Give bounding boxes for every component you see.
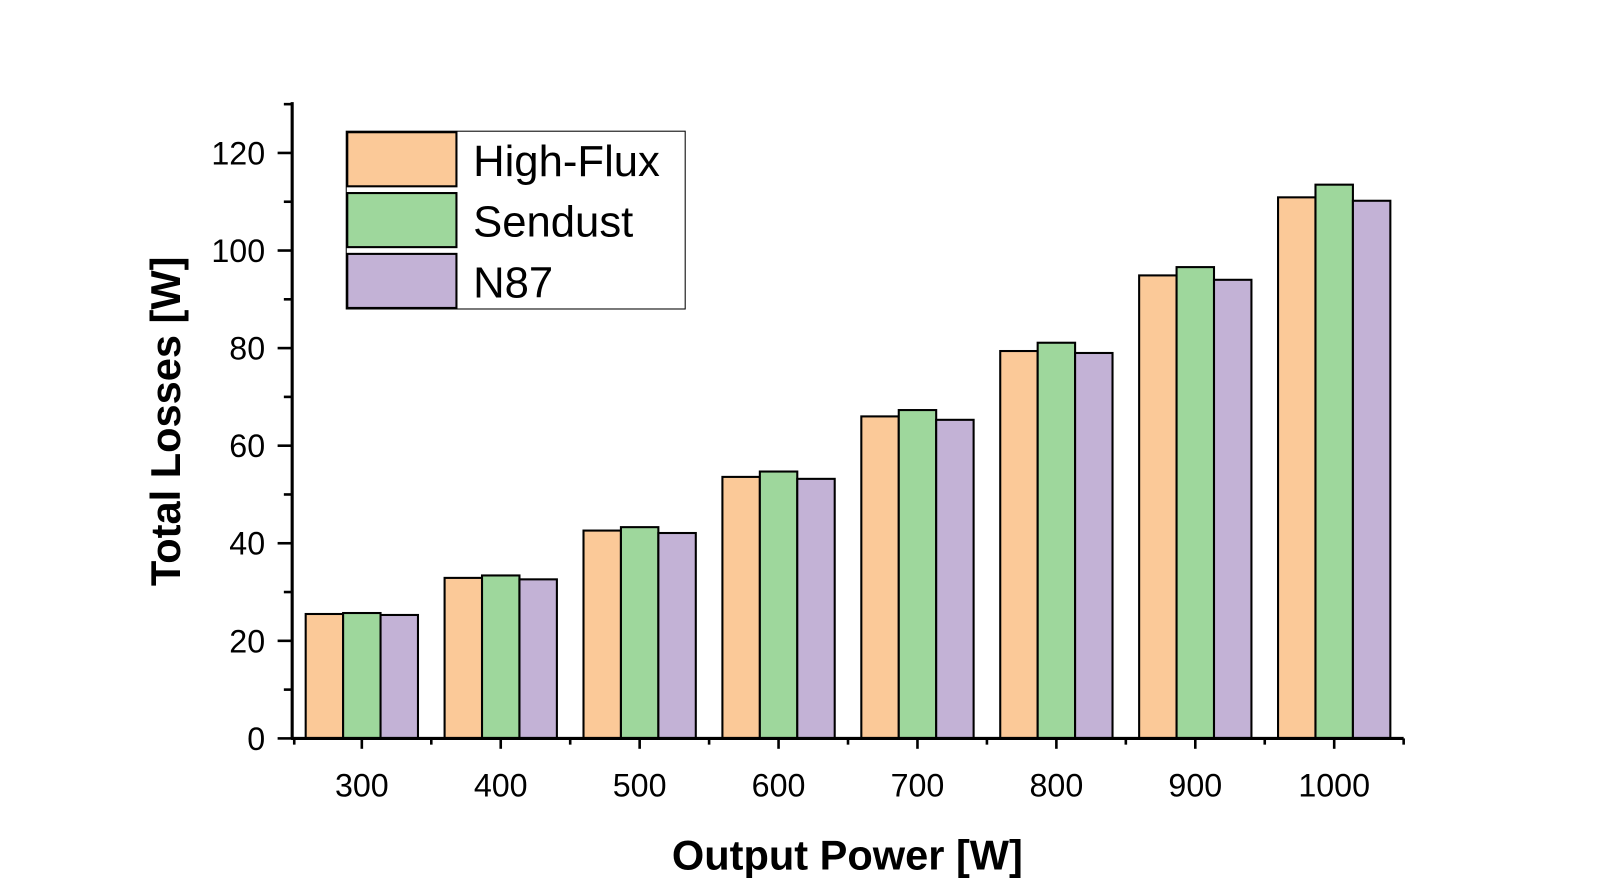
legend: High-Flux Sendust N87 [345, 130, 686, 310]
legend-swatch-high-flux [346, 131, 458, 188]
bar-high-flux-800 [999, 349, 1039, 740]
bar-n87-500 [657, 531, 697, 740]
x-axis-label: Output Power [W] [672, 831, 1023, 878]
y-axis-label: Total Losses [W] [142, 257, 189, 587]
bar-n87-300 [379, 613, 420, 740]
bar-sendust-700 [897, 409, 938, 740]
x-tick-label: 600 [752, 768, 806, 804]
bar-n87-400 [518, 578, 558, 740]
x-tick-label: 300 [335, 768, 389, 804]
x-tick-label: 400 [474, 768, 528, 804]
bar-sendust-300 [342, 611, 382, 740]
x-tick-label: 1000 [1298, 768, 1370, 804]
legend-label: Sendust [473, 198, 633, 247]
bars-layer [304, 183, 1392, 740]
bar-sendust-600 [758, 470, 799, 740]
bar-sendust-1000 [1314, 183, 1354, 740]
y-tick-label: 80 [229, 331, 265, 367]
bar-high-flux-600 [721, 475, 761, 740]
bar-sendust-500 [619, 526, 660, 740]
bar-n87-700 [935, 418, 975, 740]
axes-layer: 300 400 500 600 700 800 900 1000 0 20 40 60 80 100 120 [211, 102, 1405, 804]
x-tick-label: 700 [891, 768, 945, 804]
bar-high-flux-900 [1138, 274, 1178, 740]
bar-n87-900 [1212, 278, 1253, 740]
bar-high-flux-1000 [1277, 196, 1317, 740]
bar-sendust-800 [1036, 341, 1077, 740]
bar-n87-600 [796, 477, 836, 740]
legend-label: N87 [473, 259, 553, 308]
y-tick-label: 60 [229, 428, 265, 464]
bar-sendust-900 [1175, 266, 1216, 740]
y-tick-label: 120 [211, 135, 265, 171]
bar-n87-800 [1074, 351, 1114, 740]
y-tick-label: 20 [229, 623, 265, 659]
legend-label: High-Flux [473, 137, 660, 186]
bar-high-flux-400 [443, 576, 484, 740]
bar-high-flux-300 [304, 612, 345, 740]
bar-high-flux-700 [860, 415, 900, 740]
y-tick-label: 40 [229, 526, 265, 562]
bar-n87-1000 [1351, 199, 1392, 740]
legend-swatch-sendust [346, 192, 458, 249]
y-tick-label: 0 [247, 721, 265, 757]
y-tick-label: 100 [211, 233, 265, 269]
bar-high-flux-500 [582, 529, 622, 740]
legend-swatch-n87 [346, 252, 458, 309]
x-tick-label: 900 [1168, 768, 1222, 804]
x-tick-label: 800 [1029, 768, 1083, 804]
bar-sendust-400 [480, 574, 521, 740]
x-tick-label: 500 [613, 768, 667, 804]
